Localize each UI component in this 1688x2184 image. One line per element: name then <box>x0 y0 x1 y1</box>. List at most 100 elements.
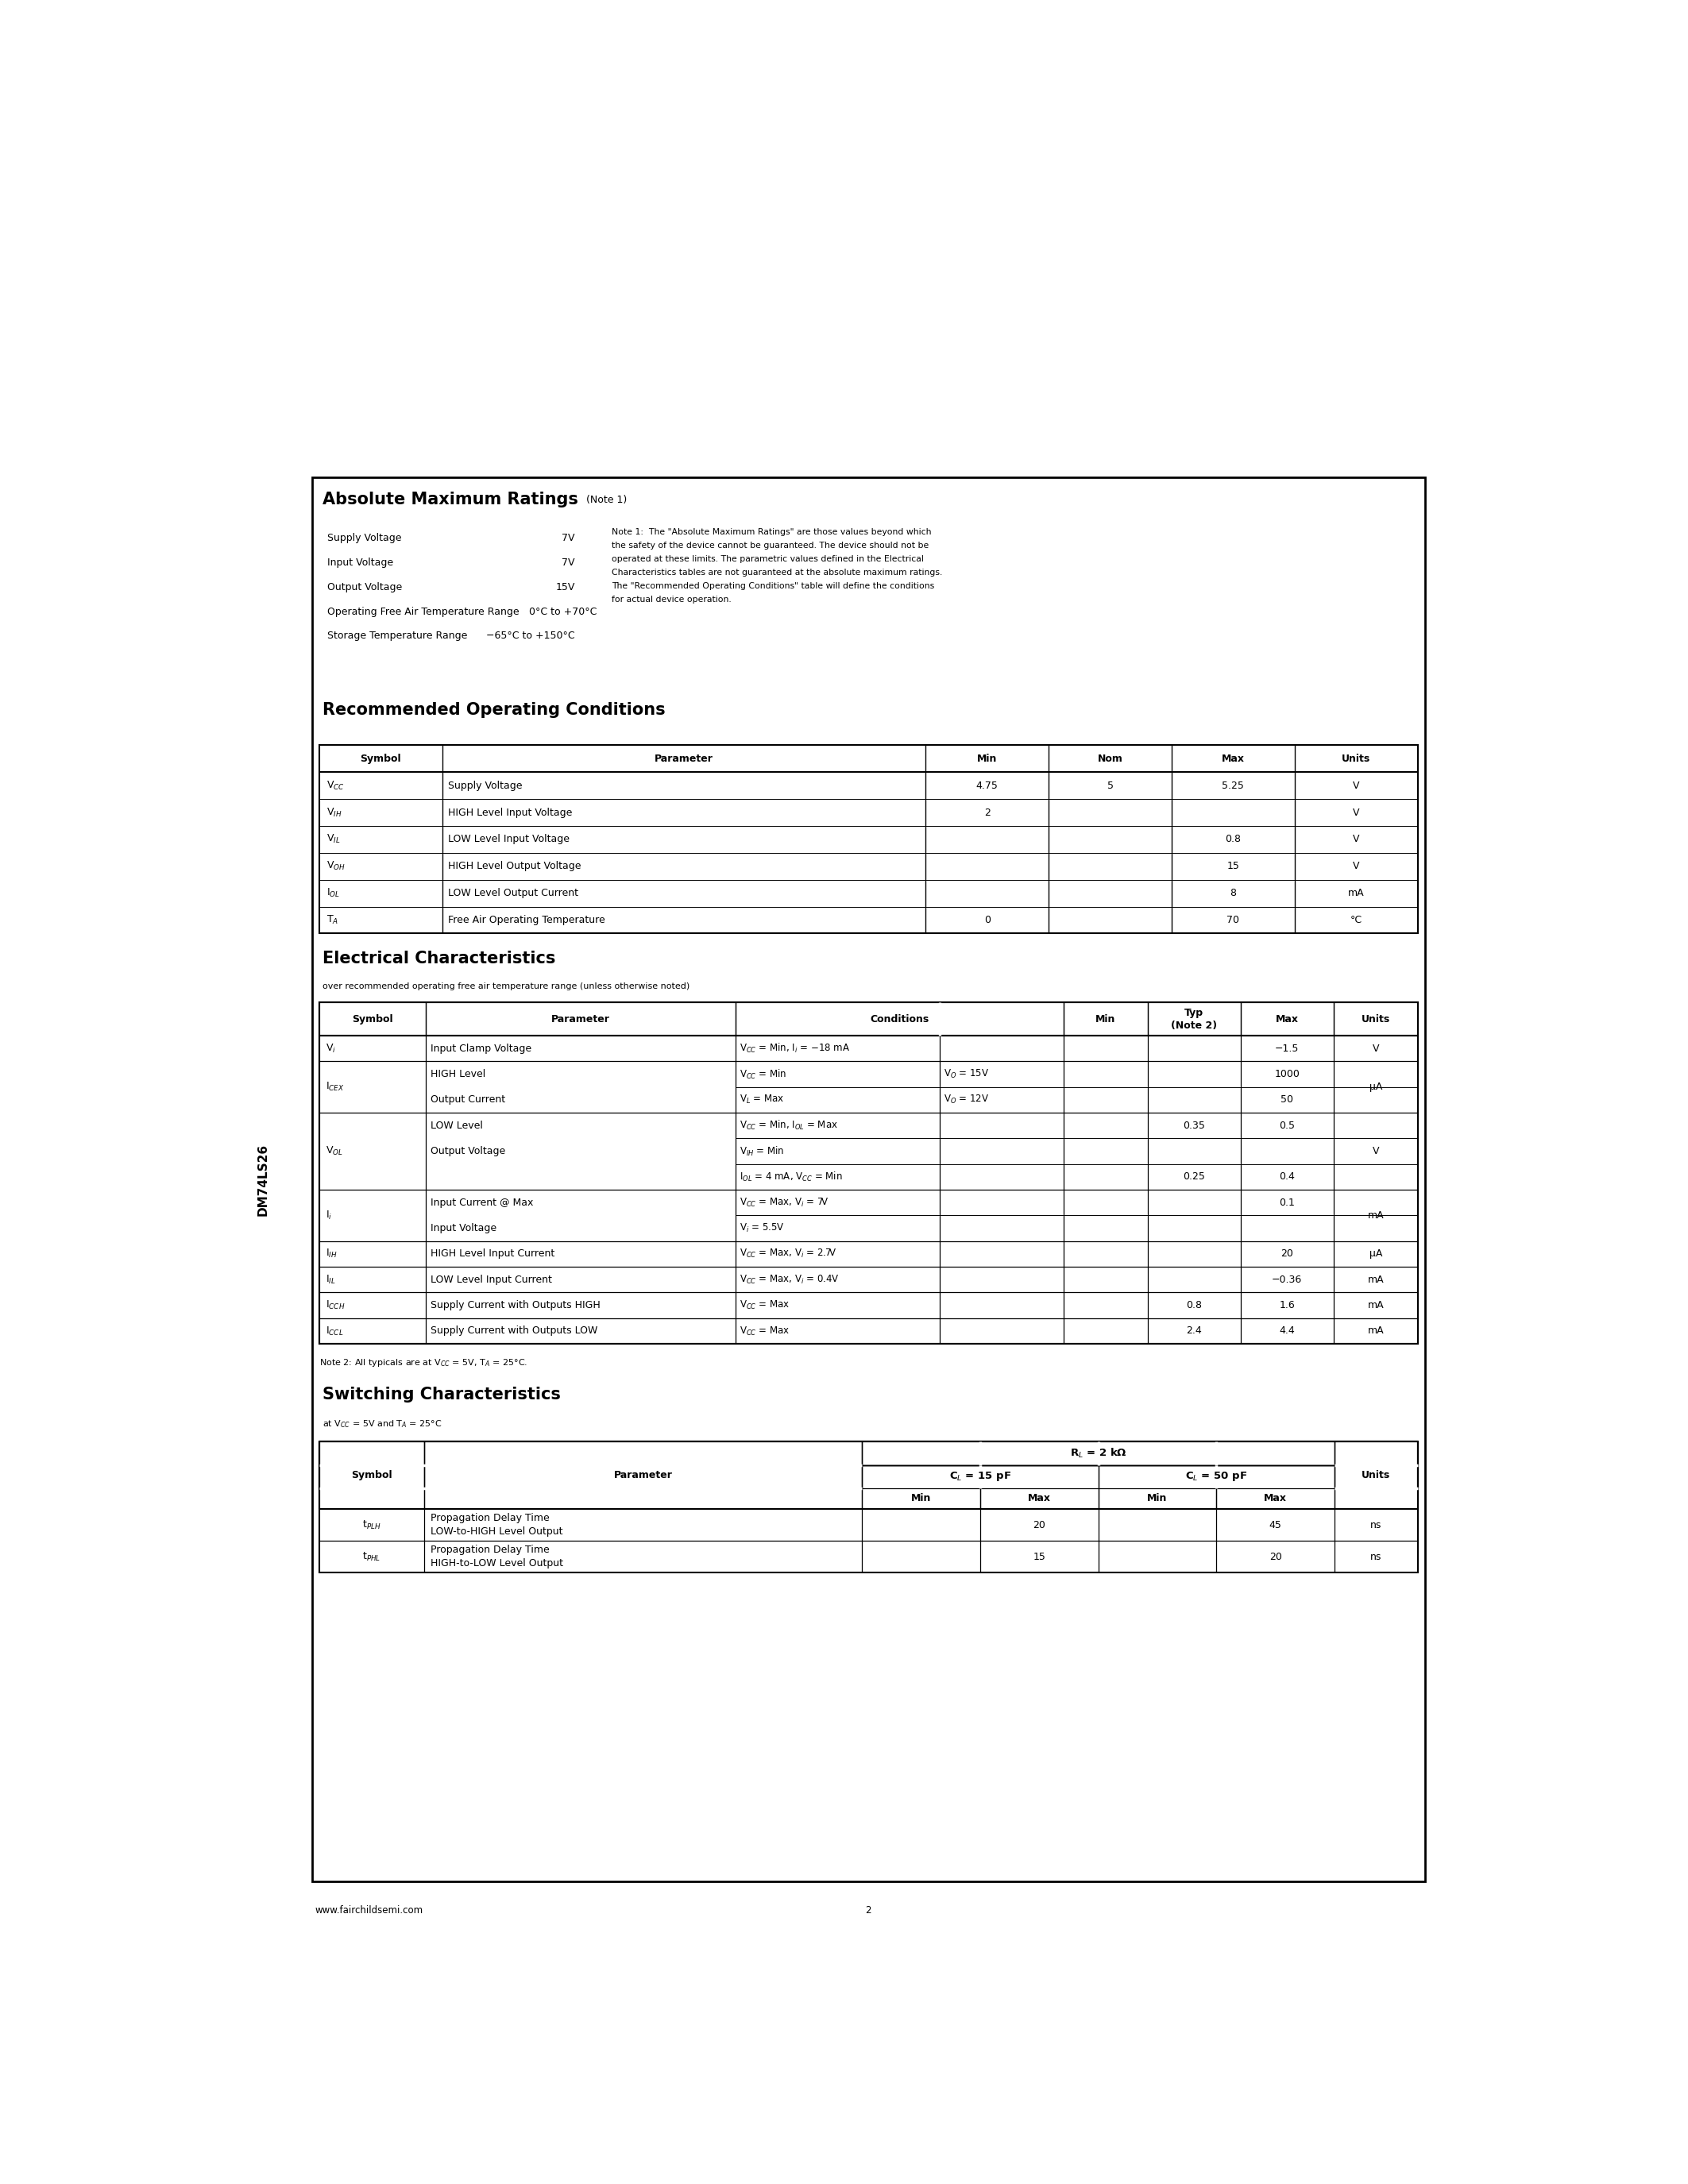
Text: I$_{OL}$ = 4 mA, V$_{CC}$ = Min: I$_{OL}$ = 4 mA, V$_{CC}$ = Min <box>739 1171 842 1184</box>
Text: Electrical Characteristics: Electrical Characteristics <box>322 950 555 968</box>
Text: mA: mA <box>1367 1210 1384 1221</box>
Text: Min: Min <box>1148 1494 1168 1505</box>
Text: Max: Max <box>1028 1494 1050 1505</box>
Text: Absolute Maximum Ratings: Absolute Maximum Ratings <box>322 491 579 507</box>
Text: Parameter: Parameter <box>655 753 714 764</box>
Text: V: V <box>1352 834 1359 845</box>
Text: −65°C to +150°C: −65°C to +150°C <box>486 631 576 642</box>
Text: T$_A$: T$_A$ <box>326 915 339 926</box>
Text: 0.25: 0.25 <box>1183 1173 1205 1182</box>
Text: Supply Voltage: Supply Voltage <box>449 780 523 791</box>
Text: V$_{CC}$ = Max, V$_i$ = 7V: V$_{CC}$ = Max, V$_i$ = 7V <box>739 1197 829 1208</box>
Text: t$_{PLH}$: t$_{PLH}$ <box>363 1518 381 1531</box>
Text: mA: mA <box>1367 1275 1384 1284</box>
Text: Free Air Operating Temperature: Free Air Operating Temperature <box>449 915 606 926</box>
Text: LOW Level Input Current: LOW Level Input Current <box>430 1275 552 1284</box>
Text: V: V <box>1372 1147 1379 1155</box>
Text: HIGH Level Output Voltage: HIGH Level Output Voltage <box>449 860 581 871</box>
Text: ns: ns <box>1371 1551 1382 1562</box>
Text: HIGH Level Input Voltage: HIGH Level Input Voltage <box>449 808 572 817</box>
Text: Typ
(Note 2): Typ (Note 2) <box>1171 1007 1217 1031</box>
Text: Supply Current with Outputs HIGH: Supply Current with Outputs HIGH <box>430 1299 601 1310</box>
Bar <box>312 478 1425 1880</box>
Text: −0.36: −0.36 <box>1271 1275 1301 1284</box>
Text: the safety of the device cannot be guaranteed. The device should not be: the safety of the device cannot be guara… <box>611 542 928 550</box>
Text: 1000: 1000 <box>1274 1068 1300 1079</box>
Text: Max: Max <box>1222 753 1244 764</box>
Text: Units: Units <box>1342 753 1371 764</box>
Text: 20: 20 <box>1269 1551 1281 1562</box>
Text: (Note 1): (Note 1) <box>586 496 626 505</box>
Text: I$_{CEX}$: I$_{CEX}$ <box>326 1081 344 1092</box>
Text: 0.1: 0.1 <box>1280 1197 1295 1208</box>
Text: 8: 8 <box>1231 889 1236 898</box>
Text: I$_{IH}$: I$_{IH}$ <box>326 1247 338 1260</box>
Text: Max: Max <box>1276 1013 1298 1024</box>
Text: V$_{CC}$ = Max: V$_{CC}$ = Max <box>739 1326 790 1337</box>
Text: Propagation Delay Time
HIGH-to-LOW Level Output: Propagation Delay Time HIGH-to-LOW Level… <box>430 1544 564 1568</box>
Text: over recommended operating free air temperature range (unless otherwise noted): over recommended operating free air temp… <box>322 983 690 989</box>
Text: Parameter: Parameter <box>552 1013 609 1024</box>
Text: Output Current: Output Current <box>430 1094 505 1105</box>
Text: μA: μA <box>1369 1081 1382 1092</box>
Text: Storage Temperature Range: Storage Temperature Range <box>327 631 468 642</box>
Text: I$_i$: I$_i$ <box>326 1210 333 1221</box>
Text: HIGH Level: HIGH Level <box>430 1068 486 1079</box>
Bar <box>319 1441 1418 1572</box>
Text: V$_O$ = 15V: V$_O$ = 15V <box>944 1068 989 1081</box>
Text: operated at these limits. The parametric values defined in the Electrical: operated at these limits. The parametric… <box>611 555 923 563</box>
Text: V$_i$ = 5.5V: V$_i$ = 5.5V <box>739 1223 785 1234</box>
Text: 0.8: 0.8 <box>1187 1299 1202 1310</box>
Text: V$_{IL}$: V$_{IL}$ <box>326 834 341 845</box>
Text: Propagation Delay Time
LOW-to-HIGH Level Output: Propagation Delay Time LOW-to-HIGH Level… <box>430 1514 562 1538</box>
Text: Min: Min <box>977 753 998 764</box>
Text: Note 1:  The "Absolute Maximum Ratings" are those values beyond which: Note 1: The "Absolute Maximum Ratings" a… <box>611 529 932 535</box>
Text: Note 2: All typicals are at V$_{CC}$ = 5V, T$_A$ = 25°C.: Note 2: All typicals are at V$_{CC}$ = 5… <box>319 1356 528 1369</box>
Text: mA: mA <box>1349 889 1364 898</box>
Text: HIGH Level Input Current: HIGH Level Input Current <box>430 1249 555 1260</box>
Text: V: V <box>1352 780 1359 791</box>
Text: Min: Min <box>912 1494 932 1505</box>
Text: Supply Voltage: Supply Voltage <box>327 533 402 544</box>
Text: V$_{IH}$ = Min: V$_{IH}$ = Min <box>739 1144 785 1158</box>
Text: V: V <box>1352 808 1359 817</box>
Text: V$_i$: V$_i$ <box>326 1042 336 1055</box>
Text: C$_L$ = 50 pF: C$_L$ = 50 pF <box>1185 1470 1247 1483</box>
Text: DM74LS26: DM74LS26 <box>257 1142 268 1216</box>
Text: Input Current @ Max: Input Current @ Max <box>430 1197 533 1208</box>
Text: V$_{OH}$: V$_{OH}$ <box>326 860 346 871</box>
Text: Operating Free Air Temperature Range: Operating Free Air Temperature Range <box>327 607 520 616</box>
Text: I$_{CCH}$: I$_{CCH}$ <box>326 1299 344 1310</box>
Text: −1.5: −1.5 <box>1274 1044 1300 1053</box>
Text: 70: 70 <box>1227 915 1239 926</box>
Text: Conditions: Conditions <box>869 1013 928 1024</box>
Text: 0.5: 0.5 <box>1280 1120 1295 1131</box>
Text: 20: 20 <box>1033 1520 1045 1531</box>
Text: °C: °C <box>1350 915 1362 926</box>
Text: 2.4: 2.4 <box>1187 1326 1202 1337</box>
Text: V$_{CC}$ = Min, I$_{OL}$ = Max: V$_{CC}$ = Min, I$_{OL}$ = Max <box>739 1118 839 1131</box>
Text: Input Clamp Voltage: Input Clamp Voltage <box>430 1044 532 1053</box>
Text: 0.4: 0.4 <box>1280 1173 1295 1182</box>
Text: Max: Max <box>1264 1494 1286 1505</box>
Text: 50: 50 <box>1281 1094 1293 1105</box>
Text: LOW Level: LOW Level <box>430 1120 483 1131</box>
Text: Min: Min <box>1096 1013 1116 1024</box>
Bar <box>319 745 1418 933</box>
Text: I$_{OL}$: I$_{OL}$ <box>326 887 339 900</box>
Text: 0.35: 0.35 <box>1183 1120 1205 1131</box>
Text: 2: 2 <box>866 1904 871 1915</box>
Text: Symbol: Symbol <box>360 753 402 764</box>
Text: at V$_{CC}$ = 5V and T$_A$ = 25°C: at V$_{CC}$ = 5V and T$_A$ = 25°C <box>322 1417 442 1428</box>
Text: 45: 45 <box>1269 1520 1281 1531</box>
Text: 2: 2 <box>984 808 991 817</box>
Text: μA: μA <box>1369 1249 1382 1260</box>
Text: Input Voltage: Input Voltage <box>327 557 393 568</box>
Text: V: V <box>1372 1044 1379 1053</box>
Text: mA: mA <box>1367 1299 1384 1310</box>
Text: Symbol: Symbol <box>351 1470 392 1481</box>
Text: I$_{IL}$: I$_{IL}$ <box>326 1273 336 1286</box>
Text: 4.75: 4.75 <box>976 780 998 791</box>
Text: 4.4: 4.4 <box>1280 1326 1295 1337</box>
Text: V$_{CC}$ = Max, V$_i$ = 0.4V: V$_{CC}$ = Max, V$_i$ = 0.4V <box>739 1273 841 1286</box>
